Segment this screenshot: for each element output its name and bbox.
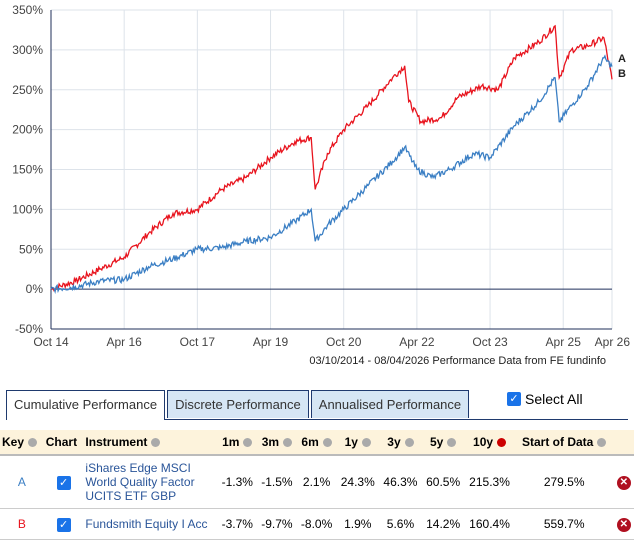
- select-all-label: Select All: [525, 391, 583, 407]
- column-header-label: 1y: [344, 435, 358, 449]
- y-tick-label: 250%: [12, 83, 43, 97]
- sort-icon[interactable]: [322, 438, 332, 448]
- value-cell: -8.0%: [296, 508, 337, 540]
- series-line-A: [50, 54, 613, 295]
- sort-icon[interactable]: [361, 438, 371, 448]
- column-header[interactable]: 1y: [336, 430, 380, 456]
- x-tick-label: Oct 20: [326, 335, 362, 349]
- value-cell: -3.7%: [217, 508, 258, 540]
- series-line-B: [50, 24, 613, 292]
- value-cell: 24.3%: [336, 455, 380, 509]
- checkbox-icon[interactable]: ✓: [507, 392, 521, 406]
- value-cell: 279.5%: [514, 455, 614, 509]
- column-header[interactable]: 5y: [421, 430, 465, 456]
- y-tick-label: -50%: [15, 322, 43, 336]
- value-cell: -1.3%: [217, 455, 258, 509]
- tab-cumulative[interactable]: Cumulative Performance: [6, 390, 166, 420]
- key-cell: B: [0, 508, 44, 540]
- value-cell: 46.3%: [379, 455, 422, 509]
- tab-annualised[interactable]: Annualised Performance: [310, 390, 470, 418]
- select-all-checkbox[interactable]: ✓ Select All: [507, 391, 583, 407]
- x-tick-label: Apr 22: [399, 335, 435, 349]
- column-header-label: Key: [2, 435, 25, 449]
- sort-icon[interactable]: [597, 438, 607, 448]
- remove-button[interactable]: ✕: [613, 508, 634, 540]
- column-header-label: 1m: [222, 435, 240, 449]
- sort-icon[interactable]: [447, 438, 457, 448]
- column-header[interactable]: 3y: [379, 430, 422, 456]
- y-tick-label: 50%: [19, 242, 43, 256]
- column-header[interactable]: Key: [0, 430, 44, 456]
- y-tick-label: 150%: [12, 163, 43, 177]
- sort-icon[interactable]: [497, 438, 507, 448]
- column-header-label: Start of Data: [522, 435, 594, 449]
- table-row: B ✓ Fundsmith Equity I Acc -3.7% -9.7% -8.0% 1…: [0, 508, 634, 540]
- series-label-b: B: [618, 68, 626, 80]
- x-tick-label: Oct 23: [472, 335, 508, 349]
- value-cell: 5.6%: [379, 508, 422, 540]
- column-header-label: 10y: [473, 435, 494, 449]
- y-tick-label: 300%: [12, 43, 43, 57]
- value-cell: 60.5%: [421, 455, 465, 509]
- tab-bar: Cumulative Performance Discrete Performa…: [6, 390, 628, 420]
- performance-chart: Oct 14 Apr 16 Oct 17 Apr 19 Oct 20 Apr 22 Oct …: [12, 3, 631, 367]
- chart-checkbox[interactable]: ✓: [43, 455, 84, 509]
- x-tick-label: Oct 17: [180, 335, 216, 349]
- value-cell: 14.2%: [421, 508, 465, 540]
- column-header[interactable]: Start of Data: [514, 430, 614, 456]
- column-header[interactable]: Chart: [43, 430, 84, 456]
- value-cell: 215.3%: [464, 455, 515, 509]
- column-header[interactable]: 6m: [296, 430, 337, 456]
- remove-icon[interactable]: ✕: [616, 518, 631, 532]
- table-row: A ✓ iShares Edge MSCI World Quality Factor…: [0, 455, 634, 509]
- column-header-label: 3y: [387, 435, 401, 449]
- value-cell: 559.7%: [514, 508, 614, 540]
- chart-footnote: 03/10/2014 - 08/04/2026 Performance Data…: [309, 355, 606, 367]
- remove-icon[interactable]: ✕: [616, 476, 631, 490]
- x-tick-label: Apr 19: [253, 335, 289, 349]
- sort-icon[interactable]: [283, 438, 293, 448]
- sort-icon[interactable]: [151, 438, 161, 448]
- column-header-label: Instrument: [85, 435, 148, 449]
- sort-icon[interactable]: [243, 438, 253, 448]
- value-cell: 2.1%: [296, 455, 337, 509]
- column-header-label: 3m: [261, 435, 280, 449]
- series-label-a: A: [618, 53, 626, 65]
- value-cell: -1.5%: [257, 455, 297, 509]
- checkbox-icon[interactable]: ✓: [56, 475, 71, 490]
- x-tick-label: Apr 16: [106, 335, 142, 349]
- value-cell: 1.9%: [336, 508, 380, 540]
- instrument-link[interactable]: iShares Edge MSCI World Quality Factor U…: [83, 455, 218, 509]
- column-header-label: 6m: [301, 435, 319, 449]
- key-cell: A: [0, 455, 44, 509]
- column-header-label: 5y: [429, 435, 444, 449]
- remove-column-header: [613, 430, 634, 456]
- performance-table: Key Chart Instrument 1m 3m 6m 1y 3y 5y 10y Start o…: [0, 430, 634, 540]
- x-tick-label: Oct 14: [33, 335, 69, 349]
- instrument-link[interactable]: Fundsmith Equity I Acc: [83, 508, 218, 540]
- column-header-label: Chart: [45, 435, 78, 449]
- column-header[interactable]: 3m: [257, 430, 297, 456]
- y-tick-label: 100%: [12, 202, 43, 216]
- column-header[interactable]: Instrument: [83, 430, 218, 456]
- checkbox-icon[interactable]: ✓: [56, 517, 71, 532]
- sort-icon[interactable]: [28, 438, 38, 448]
- column-header[interactable]: 10y: [464, 430, 515, 456]
- y-tick-label: 0%: [26, 282, 44, 296]
- value-cell: -9.7%: [257, 508, 297, 540]
- y-tick-label: 200%: [12, 123, 43, 137]
- value-cell: 160.4%: [464, 508, 515, 540]
- x-tick-label: Apr 25: [546, 335, 582, 349]
- y-tick-label: 350%: [12, 3, 43, 17]
- remove-button[interactable]: ✕: [613, 455, 634, 509]
- chart-checkbox[interactable]: ✓: [43, 508, 84, 540]
- tab-discrete[interactable]: Discrete Performance: [167, 390, 309, 418]
- sort-icon[interactable]: [404, 438, 414, 448]
- column-header[interactable]: 1m: [217, 430, 258, 456]
- x-tick-label: Apr 26: [595, 335, 631, 349]
